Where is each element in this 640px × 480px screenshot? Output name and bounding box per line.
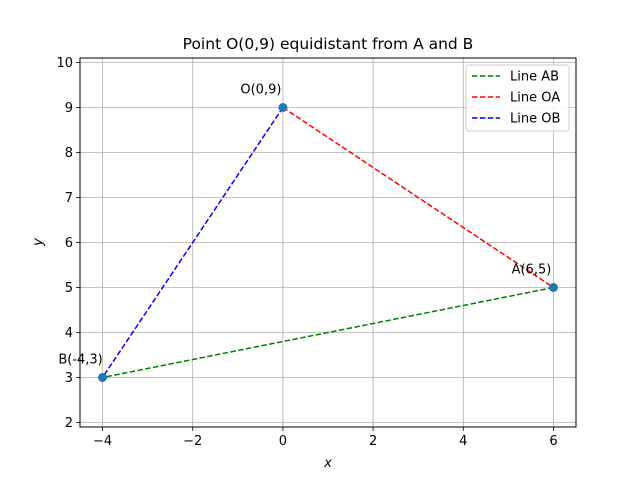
point-annotations: O(0,9) A(6,5) B(-4,3) xyxy=(58,83,551,368)
data-point xyxy=(548,283,558,292)
point-label: A(6,5) xyxy=(512,263,552,278)
series-line-line-oa xyxy=(282,106,554,289)
y-tick-label: 3 xyxy=(65,371,73,386)
y-tick-label: 6 xyxy=(65,236,73,251)
x-axis-label: x xyxy=(323,456,332,471)
y-tick-label: 4 xyxy=(65,326,73,341)
legend-label: Line OB xyxy=(510,112,560,127)
data-point xyxy=(98,373,108,382)
series-lines xyxy=(101,106,554,379)
legend-label: Line OA xyxy=(510,91,560,106)
legend-frame xyxy=(465,64,570,132)
y-tick-label: 5 xyxy=(65,281,73,296)
data-points xyxy=(98,103,558,382)
y-axis-ticks: 2 3 4 5 6 7 8 9 10 xyxy=(56,56,80,431)
legend: Line AB Line OA Line OB xyxy=(465,64,570,132)
y-tick-label: 2 xyxy=(65,416,73,431)
chart-title: Point O(0,9) equidistant from A and B xyxy=(183,35,474,53)
x-axis-ticks: −4 −2 0 2 4 6 xyxy=(93,427,558,449)
point-label: O(0,9) xyxy=(240,83,281,98)
series-line-line-ab xyxy=(102,286,554,379)
y-tick-label: 10 xyxy=(56,56,73,71)
x-tick-label: −2 xyxy=(183,434,202,449)
y-axis-label: y xyxy=(31,238,46,247)
data-point xyxy=(278,103,288,112)
y-tick-label: 8 xyxy=(65,146,73,161)
x-tick-label: 2 xyxy=(369,434,377,449)
y-tick-label: 7 xyxy=(65,191,73,206)
point-label: B(-4,3) xyxy=(58,353,102,368)
x-tick-label: −4 xyxy=(93,434,112,449)
x-tick-label: 4 xyxy=(459,434,467,449)
x-tick-label: 0 xyxy=(279,434,287,449)
legend-label: Line AB xyxy=(510,70,559,85)
series-line-line-ob xyxy=(101,107,284,378)
y-tick-label: 9 xyxy=(65,101,73,116)
x-tick-label: 6 xyxy=(549,434,557,449)
